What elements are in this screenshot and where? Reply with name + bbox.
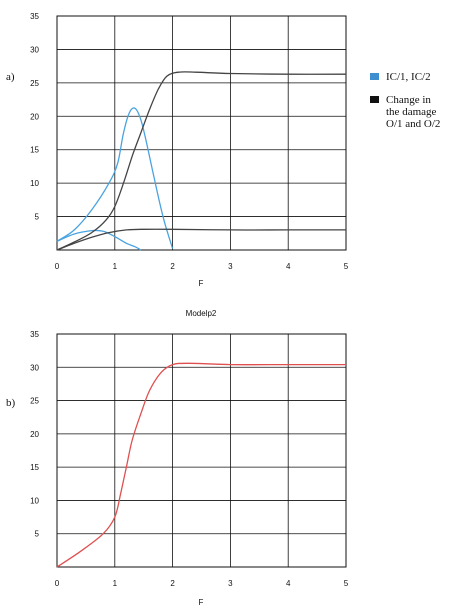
plot-a-x-tick-label: 3	[228, 262, 233, 271]
plot-a: 0 1 2 3 4 5 5 10 15 20 25 30 35	[30, 12, 349, 271]
plot-a-series-line-1	[56, 229, 142, 251]
plot-a-y-tick-label: 35	[30, 12, 39, 21]
plot-a-y-tick-label: 5	[35, 213, 40, 222]
plot-a-y-tick-label: 25	[30, 79, 39, 88]
legend-label-damage-line: Change in	[386, 94, 431, 106]
legend-swatch-damage	[370, 96, 379, 103]
legend-label-damage-line: O/1 and O/2	[386, 118, 440, 130]
plot-a-series-line-2	[56, 71, 347, 251]
plot-b-x-tick-label: 2	[170, 579, 175, 588]
plot-b-plot-area	[56, 333, 347, 568]
plot-b-y-tick-label: 10	[30, 496, 39, 505]
panel-a-xlabel: F	[199, 279, 204, 288]
panel-b-xlabel: F	[199, 598, 204, 607]
plot-a-y-tick-label: 30	[30, 45, 39, 54]
plot-a-x-tick-label: 0	[55, 262, 60, 271]
panel-a-label: a)	[6, 71, 15, 83]
plot-a-y-tick-label: 10	[30, 179, 39, 188]
plot-b: 0 1 2 3 4 5 5 10 15 20 25 30 35	[30, 330, 349, 588]
plot-b-x-tick-label: 3	[228, 579, 233, 588]
legend-label-damage-line: the damage	[386, 106, 437, 118]
plot-a-x-tick-label: 4	[286, 262, 291, 271]
legend-label-ic: IC/1, IC/2	[386, 71, 431, 83]
plot-a-series-line-0	[56, 107, 174, 249]
plot-b-x-tick-label: 4	[286, 579, 291, 588]
plot-b-y-tick-label: 20	[30, 430, 39, 439]
plot-b-y-tick-label: 35	[30, 330, 39, 339]
plot-a-plot-area	[56, 15, 347, 251]
plot-a-x-tick-label: 2	[170, 262, 175, 271]
plot-b-y-tick-label: 30	[30, 363, 39, 372]
plot-a-y-tick-label: 20	[30, 112, 39, 121]
legend-swatch-ic	[370, 73, 379, 80]
legend: IC/1, IC/2 Change in the damage O/1 and O/…	[370, 71, 440, 130]
plot-a-series-line-3	[56, 228, 346, 251]
plot-b-y-tick-label: 25	[30, 397, 39, 406]
plot-b-series-line-0	[56, 362, 346, 568]
plot-b-x-tick-label: 5	[344, 579, 349, 588]
legend-label-damage: Change in the damage O/1 and O/2	[386, 94, 440, 130]
plot-b-x-tick-label: 1	[113, 579, 118, 588]
plot-a-x-tick-label: 1	[113, 262, 118, 271]
plot-b-x-tick-label: 0	[55, 579, 60, 588]
plot-a-y-tick-label: 15	[30, 146, 39, 155]
plot-b-y-tick-label: 15	[30, 463, 39, 472]
panel-b-label: b)	[6, 397, 16, 409]
panel-b-title: Modelp2	[186, 309, 217, 318]
plot-b-y-tick-label: 5	[35, 530, 40, 539]
plot-a-x-tick-label: 5	[344, 262, 349, 271]
